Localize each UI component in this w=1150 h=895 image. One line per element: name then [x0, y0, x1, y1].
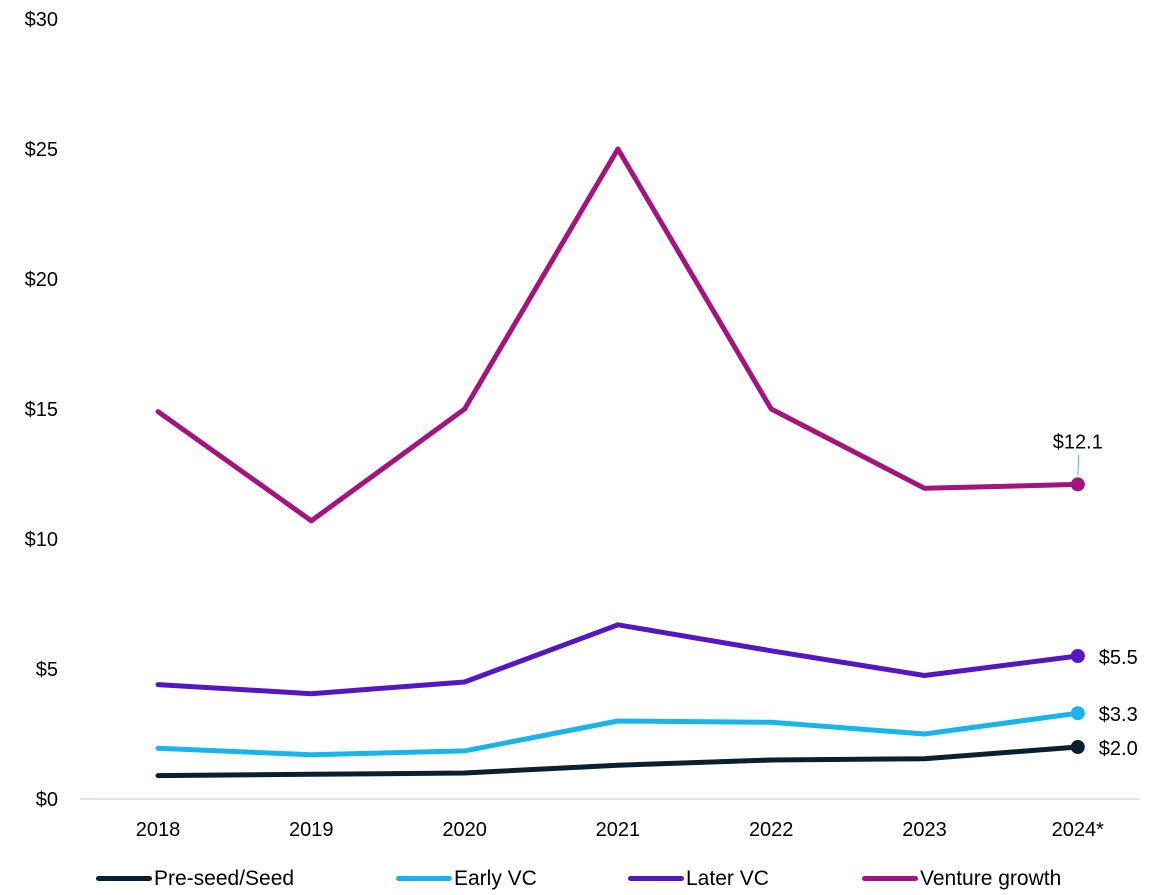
x-axis: 2018 2019 2020 2021 2022 2023 2024*: [80, 798, 1140, 841]
y-tick-label: $25: [25, 139, 58, 161]
legend-label: Venture growth: [920, 866, 1062, 890]
legend-item: Later VC: [628, 862, 769, 895]
end-value-label: $12.1: [1053, 431, 1103, 453]
legend: Pre-seed/Seed Early VC Later VC Venture gro…: [0, 862, 1150, 895]
label-leader-line: [1077, 454, 1080, 476]
x-tick-label: 2022: [749, 819, 794, 841]
y-tick-label: $15: [25, 399, 58, 421]
x-tick-label: 2018: [136, 819, 181, 841]
end-value-label: $3.3: [1099, 704, 1138, 726]
series-line: [155, 744, 1081, 779]
x-tick-label: 2023: [902, 819, 947, 841]
y-tick-label: $5: [36, 659, 58, 681]
series-end-marker: [1070, 740, 1085, 754]
legend-swatch: [628, 876, 684, 881]
series-end-marker: [1070, 477, 1085, 492]
legend-label: Pre-seed/Seed: [154, 866, 295, 890]
x-tick-label: 2021: [596, 819, 641, 841]
legend-item: Early VC: [396, 862, 537, 895]
x-tick-label: 2020: [442, 819, 487, 841]
y-tick-label: $20: [25, 269, 58, 291]
y-tick-label: $0: [36, 789, 58, 811]
legend-swatch: [96, 876, 152, 881]
x-tick-label: 2019: [289, 819, 334, 841]
series-end-marker: [1070, 706, 1085, 721]
legend-swatch: [862, 876, 918, 881]
x-tick-label: 2024*: [1052, 819, 1104, 841]
y-tick-label: $10: [25, 529, 58, 551]
series-line: [155, 146, 1081, 524]
legend-item: Venture growth: [862, 862, 1061, 895]
series-line: [155, 710, 1081, 758]
series-line: [155, 622, 1081, 697]
end-labels: $2.0 $3.3 $5.5 $12.1: [1053, 431, 1138, 760]
y-axis: $0 $5 $10 $15 $20 $25 $30: [25, 9, 58, 811]
legend-swatch: [396, 876, 452, 881]
legend-item: Pre-seed/Seed: [96, 862, 294, 895]
y-tick-label: $30: [25, 9, 58, 31]
series-end-marker: [1070, 649, 1085, 663]
end-value-label: $2.0: [1099, 738, 1138, 760]
series-layer: [155, 146, 1085, 779]
legend-label: Early VC: [454, 866, 537, 890]
legend-label: Later VC: [686, 866, 769, 890]
end-value-label: $5.5: [1099, 647, 1138, 669]
